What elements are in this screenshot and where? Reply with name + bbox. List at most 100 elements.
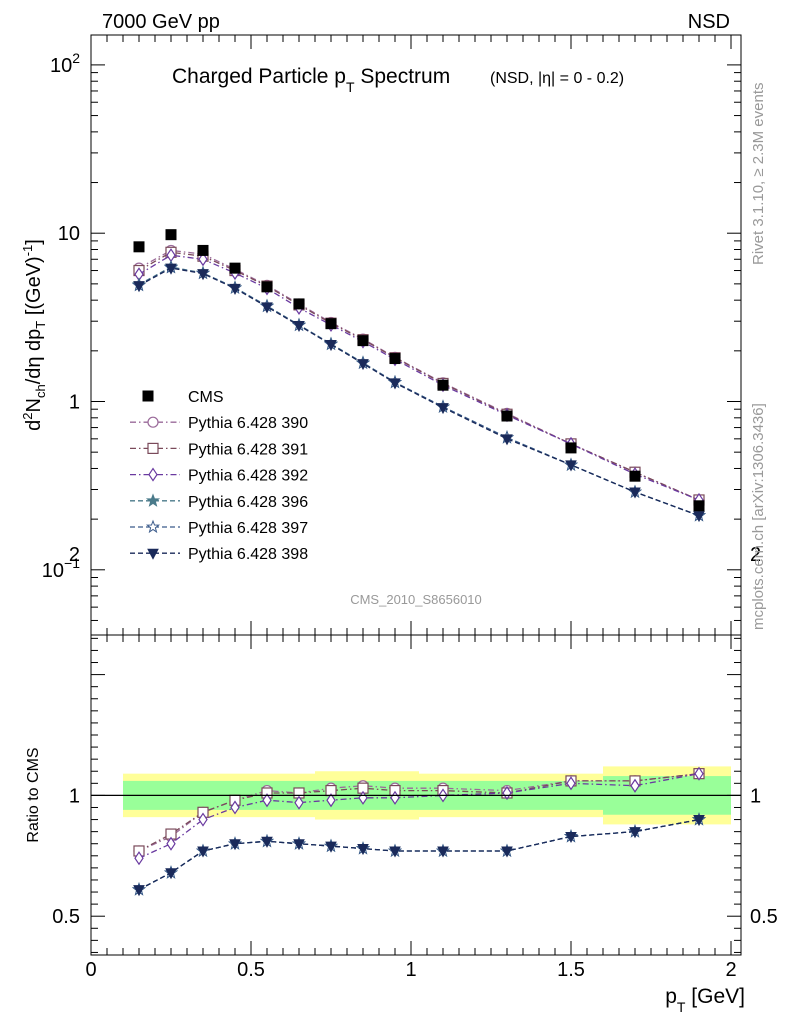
series-point-ratio — [565, 831, 577, 844]
series-point-top — [133, 281, 145, 293]
series-line-top — [138, 251, 700, 501]
series-point-top — [437, 403, 449, 415]
series-line-ratio — [138, 818, 700, 891]
series-point-ratio — [357, 844, 369, 856]
legend-label: Pythia 6.428 398 — [188, 546, 308, 563]
series-point-ratio — [261, 836, 273, 848]
data-point — [565, 442, 577, 454]
ratio-tick-label: 0.5 — [52, 906, 80, 928]
ratio-tick-label-right: 0.5 — [750, 906, 778, 928]
series-line-ratio — [138, 773, 700, 859]
side-text-rivet: Rivet 3.1.10, ≥ 2.3M events — [750, 83, 767, 266]
legend-label: Pythia 6.428 396 — [188, 494, 308, 511]
y-tick-label: 10 — [58, 223, 80, 245]
series-point-top — [693, 511, 705, 523]
series-point-top — [389, 378, 401, 390]
ratio-tick-label-right: 1 — [750, 785, 761, 807]
series-point-ratio — [501, 846, 513, 858]
analysis-label: CMS_2010_S8656010 — [350, 592, 482, 607]
series-point-ratio — [629, 827, 641, 839]
series-point-ratio — [326, 793, 336, 808]
data-point — [501, 410, 513, 422]
data-point — [629, 470, 641, 482]
y-axis-title: d2Nch/dη dpT [(GeV)-1] — [20, 239, 48, 431]
data-point — [133, 241, 145, 253]
ratio-tick-label: 1 — [69, 785, 80, 807]
series-point-top — [229, 283, 241, 295]
legend-label-cms: CMS — [188, 389, 224, 406]
series-point-ratio — [165, 868, 177, 880]
series-point-top — [261, 302, 273, 314]
chart-title: Charged Particle pT Spectrum — [172, 65, 450, 95]
series-point-ratio — [198, 812, 208, 827]
series-point-ratio — [630, 778, 640, 793]
series-line-top — [138, 254, 700, 501]
series-line-ratio — [138, 818, 700, 891]
x-axis-title: pT [GeV] — [665, 985, 745, 1015]
x-tick-label: 1 — [405, 959, 416, 981]
series-point-ratio — [197, 846, 209, 858]
series-point-top — [357, 359, 369, 371]
series-point-ratio — [229, 839, 241, 851]
legend-marker — [147, 548, 159, 560]
series-point-top — [501, 434, 513, 446]
series-point-ratio — [293, 839, 305, 851]
main-plot-frame — [90, 34, 742, 636]
data-point — [197, 244, 209, 256]
chart-subtitle: (NSD, |η| = 0 - 0.2) — [490, 70, 624, 87]
series-line-top — [138, 249, 700, 501]
series-point-ratio — [389, 846, 401, 858]
series-point-ratio — [325, 841, 337, 853]
series-point-ratio — [166, 836, 176, 851]
legend-marker — [147, 442, 159, 454]
y-tick-label: 1 — [69, 392, 80, 414]
legend-marker-cms — [142, 390, 154, 402]
series-point-ratio — [134, 851, 144, 866]
legend-label: Pythia 6.428 390 — [188, 415, 308, 432]
x-tick-label: 1.5 — [557, 959, 585, 981]
cms-data-layer — [133, 229, 705, 512]
ratio-axis-title: Ratio to CMS — [25, 747, 42, 842]
data-point — [693, 500, 705, 512]
series-point-top — [165, 263, 177, 275]
legend-marker — [148, 467, 158, 482]
ratio-tick-label-right: 2 — [750, 544, 761, 566]
data-point — [293, 298, 305, 310]
series-line-ratio — [138, 773, 700, 852]
series-point-ratio — [262, 793, 272, 808]
series-line-ratio — [138, 818, 700, 891]
legend-marker — [145, 493, 161, 507]
series-point-top — [629, 487, 641, 499]
legend-marker — [147, 416, 159, 428]
legend: CMS Pythia 6.428 390 Pythia 6.428 391 Pythi… — [130, 389, 308, 563]
data-point — [325, 318, 337, 330]
legend-marker — [145, 519, 161, 534]
data-point — [229, 262, 241, 274]
y-tick-label: 10−1 — [42, 555, 80, 582]
series-point-ratio — [230, 800, 240, 815]
header-right: NSD — [688, 11, 730, 33]
y-tick-label: 102 — [50, 50, 80, 77]
legend-label: Pythia 6.428 397 — [188, 520, 308, 537]
series-point-top — [325, 340, 337, 352]
data-point — [389, 353, 401, 365]
series-point-ratio — [566, 776, 576, 791]
series-point-ratio — [694, 766, 704, 781]
data-point — [437, 379, 449, 391]
data-point — [357, 335, 369, 347]
series-point-top — [293, 320, 305, 333]
series-point-ratio — [693, 815, 705, 827]
series-point-ratio — [133, 885, 145, 897]
legend-label: Pythia 6.428 392 — [188, 468, 308, 485]
data-point — [261, 281, 273, 293]
side-text-mcplots: mcplots.cern.ch [arXiv:1306.3436] — [750, 403, 767, 630]
x-tick-label: 0 — [85, 959, 96, 981]
data-point — [165, 229, 177, 241]
series-line-top — [138, 267, 700, 517]
ratio-tick-label: 2 — [69, 544, 80, 566]
legend-label: Pythia 6.428 391 — [188, 441, 308, 458]
series-point-top — [197, 269, 209, 281]
svg-text:d2Nch/dη dpT [(GeV)-1]: d2Nch/dη dpT [(GeV)-1] — [20, 239, 48, 431]
